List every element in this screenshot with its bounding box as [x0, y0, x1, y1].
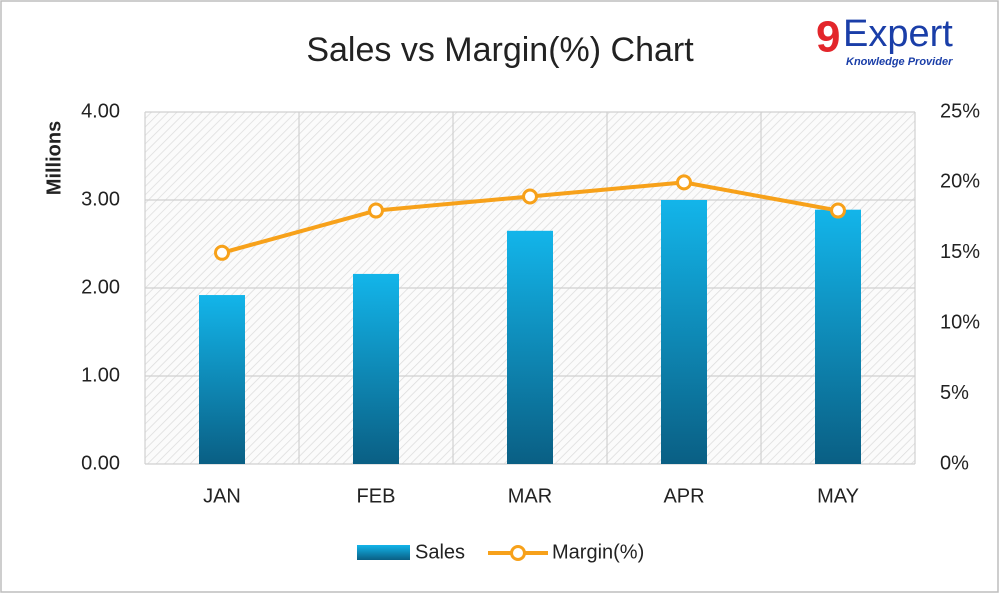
line-marker: [830, 202, 846, 219]
y-axis-label: Millions: [43, 121, 65, 195]
line-marker: [676, 174, 692, 191]
line-marker: [214, 244, 230, 261]
y2-tick-label: 0%: [940, 452, 969, 474]
legend-label: Margin(%): [552, 541, 644, 563]
bar: [815, 209, 861, 464]
x-tick-label: FEB: [357, 485, 396, 507]
logo-tagline: Knowledge Provider: [846, 56, 953, 68]
legend-swatch: [357, 545, 410, 560]
logo-digit: 9: [816, 13, 840, 62]
legend-marker: [510, 545, 526, 561]
x-tick-label: APR: [663, 485, 704, 507]
y2-tick-label: 20%: [940, 171, 980, 193]
y-tick-label: 1.00: [81, 364, 120, 386]
bar: [507, 230, 553, 464]
bar: [353, 273, 399, 464]
legend-label: Sales: [415, 541, 465, 563]
y-tick-label: 4.00: [81, 100, 120, 122]
bar: [199, 295, 245, 464]
line-marker: [368, 202, 384, 219]
y2-tick-label: 15%: [940, 241, 980, 263]
x-tick-label: JAN: [203, 485, 241, 507]
x-tick-label: MAY: [817, 485, 859, 507]
chart-title: Sales vs Margin(%) Chart: [306, 31, 694, 69]
y-tick-label: 3.00: [81, 188, 120, 210]
line-marker: [522, 188, 538, 205]
y2-tick-label: 10%: [940, 311, 980, 333]
y2-tick-label: 5%: [940, 382, 969, 404]
y-tick-label: 2.00: [81, 276, 120, 298]
y2-tick-label: 25%: [940, 100, 980, 122]
bar: [661, 200, 707, 464]
y-tick-label: 0.00: [81, 452, 120, 474]
x-tick-label: MAR: [508, 485, 552, 507]
logo-word: Expert: [843, 13, 953, 55]
